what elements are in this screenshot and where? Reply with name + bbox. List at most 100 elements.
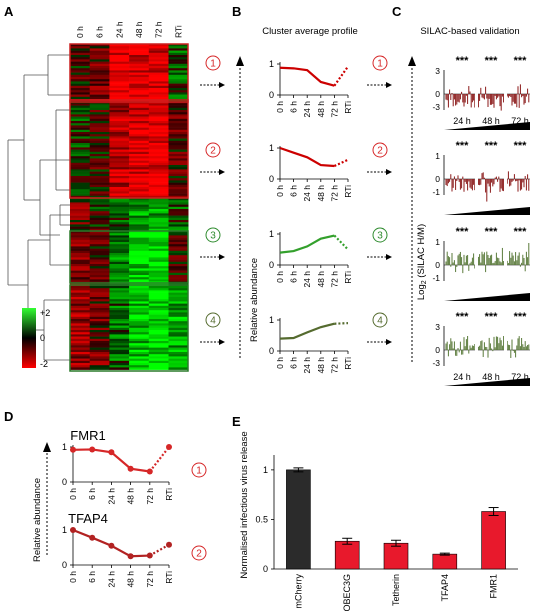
heatmap-cell (168, 116, 189, 120)
heatmap-cell (168, 349, 189, 353)
heatmap-cell (89, 323, 110, 326)
heatmap-cell (168, 59, 189, 62)
heatmap-cell (168, 248, 189, 252)
x-tick-label: 48 h (126, 488, 136, 505)
heatmap-cell (89, 325, 110, 329)
y-tick-label: 1 (269, 143, 274, 153)
heatmap-cell (109, 330, 130, 333)
heatmap-cell (148, 68, 169, 71)
heatmap-cell (148, 191, 169, 194)
heatmap-cell (109, 325, 130, 329)
cluster-profile-chart: 0 1 0 h 6 h 24 h 48 h 72 h RTi (269, 143, 353, 202)
heatmap-cell (70, 202, 90, 205)
heatmap-cell (109, 299, 130, 302)
heatmap-cell (129, 268, 150, 271)
heatmap-cell (168, 237, 189, 241)
heatmap-cell (129, 132, 150, 135)
heatmap-cell (89, 94, 110, 98)
heatmap-cell (109, 204, 130, 208)
heatmap-cell (168, 72, 189, 76)
heatmap-cell (89, 134, 110, 137)
heatmap-cell (109, 327, 130, 331)
y-tick-label: 0.5 (255, 514, 268, 524)
heatmap-cell (89, 363, 110, 366)
heatmap-cell (168, 321, 189, 324)
heatmap-cell (89, 246, 110, 249)
heatmap-cell (168, 266, 189, 269)
heatmap-cell (70, 182, 90, 186)
heatmap-cell (168, 303, 189, 307)
heatmap-cell (148, 332, 169, 335)
x-tick-label: 6 h (289, 101, 299, 113)
heatmap-cell (168, 162, 189, 166)
heatmap-cell (168, 169, 189, 172)
heatmap-cell (168, 88, 189, 91)
heatmap-cell (148, 354, 169, 357)
heatmap-cell (109, 107, 130, 111)
panel-d-ylabel: Relative abundance (32, 478, 43, 562)
heatmap-cell (70, 308, 90, 311)
panel-c-yaxis-arrow-head (408, 56, 416, 66)
heatmap-cell (89, 182, 110, 186)
heatmap-cell (148, 270, 169, 274)
heatmap-cell (129, 316, 150, 320)
heatmap-cell (168, 96, 189, 100)
heatmap-cell (129, 279, 150, 282)
heatmap-cell (109, 105, 130, 109)
y-tick-label: 1 (62, 442, 67, 452)
heatmap-cell (168, 83, 189, 87)
heatmap-cell (129, 63, 150, 67)
heatmap-cell (168, 244, 189, 247)
significance-stars: *** (485, 55, 499, 67)
data-point (127, 553, 134, 560)
heatmap-cell (129, 116, 150, 120)
heatmap-cell (70, 138, 90, 142)
heatmap-cell (89, 46, 110, 49)
heatmap-cell (109, 226, 130, 230)
heatmap-cell (129, 345, 150, 348)
heatmap-cell (129, 244, 150, 247)
heatmap-cell (70, 140, 90, 144)
silac-strip: *** *** *** 3 0 -3 24 h 48 h 72 h (432, 55, 530, 130)
significance-stars: *** (514, 140, 528, 152)
significance-stars: *** (514, 226, 528, 238)
heatmap-cell (70, 116, 90, 120)
heatmap-cell (109, 349, 130, 353)
heatmap-cell (89, 314, 110, 318)
heatmap-cell (89, 127, 110, 131)
heatmap-cell (89, 341, 110, 344)
heatmap-cell (70, 191, 90, 194)
heatmap-cell (148, 195, 169, 199)
cluster-profile-chart: 0 1 0 h 6 h 24 h 48 h 72 h RTi (269, 315, 353, 374)
heatmap-cell (129, 338, 150, 342)
y-tick-label: 1 (263, 465, 268, 475)
heatmap-cell (89, 195, 110, 199)
heatmap-cell (89, 349, 110, 353)
panel-label-b: B (232, 4, 241, 19)
heatmap-cell (168, 66, 189, 69)
time-wedge (444, 207, 530, 215)
heatmap-cell (168, 228, 189, 232)
timepoint-gap (504, 155, 507, 195)
series-line-rti (333, 234, 349, 251)
heatmap-cell (109, 118, 130, 122)
y-tick-label: 0 (435, 260, 440, 270)
x-tick-label: 72 h (329, 357, 339, 374)
gene-profile-chart: FMR1 0 1 0 h 6 h 24 h 48 h 72 h RTi 1 (62, 428, 207, 505)
heatmap-cell (148, 127, 169, 131)
heatmap-cell (89, 264, 110, 267)
heatmap-cell (129, 105, 150, 109)
heatmap-cell (70, 103, 90, 106)
heatmap-cell (129, 110, 150, 113)
heatmap-cell (89, 338, 110, 342)
y-tick-label: 0 (269, 90, 274, 100)
heatmap (70, 44, 189, 370)
heatmap-cell (168, 316, 189, 320)
heatmap-cell (129, 220, 150, 223)
heatmap-cell (89, 255, 110, 258)
heatmap-cell (168, 149, 189, 153)
heatmap-cell (109, 94, 130, 98)
heatmap-cell (148, 143, 169, 146)
heatmap-cell (148, 156, 169, 159)
heatmap-cell (89, 356, 110, 359)
